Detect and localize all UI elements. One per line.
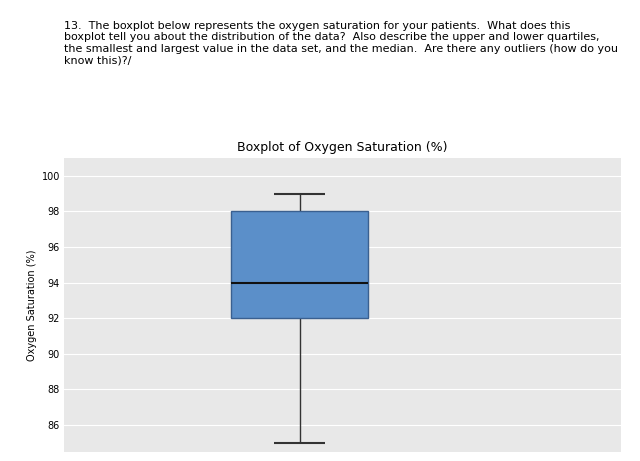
Title: Boxplot of Oxygen Saturation (%): Boxplot of Oxygen Saturation (%) bbox=[237, 141, 447, 154]
Bar bbox=[231, 212, 368, 318]
Text: 13.  The boxplot below represents the oxygen saturation for your patients.  What: 13. The boxplot below represents the oxy… bbox=[64, 20, 618, 65]
Y-axis label: Oxygen Saturation (%): Oxygen Saturation (%) bbox=[28, 249, 37, 361]
